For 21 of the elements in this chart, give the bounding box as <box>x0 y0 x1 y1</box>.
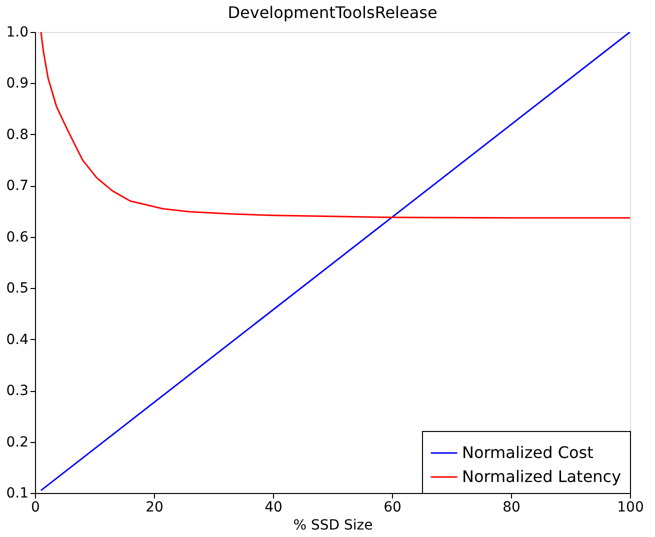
x-tick-label: 40 <box>264 500 282 516</box>
chart-title: DevelopmentToolsRelease <box>228 3 438 22</box>
y-tick-label: 1.0 <box>6 24 28 40</box>
x-tick-label: 20 <box>146 500 164 516</box>
y-tick-label: 0.6 <box>6 229 29 246</box>
legend-label: Normalized Latency <box>462 467 622 486</box>
line-series <box>40 32 630 219</box>
x-tick-label: 100 <box>617 500 644 516</box>
x-tick-label: 60 <box>384 500 402 516</box>
x-axis-title: % SSD Size <box>293 518 373 534</box>
legend-label: Normalized Cost <box>462 443 594 462</box>
y-tick-label: 0.1 <box>6 486 28 502</box>
y-tick-label: 0.2 <box>6 434 28 450</box>
y-tick-label: 0.4 <box>6 332 29 348</box>
y-tick-label: 0.3 <box>6 383 28 400</box>
y-tick-label: 0.9 <box>6 76 28 92</box>
y-tick-label: 0.5 <box>6 280 28 297</box>
x-tick-label: 80 <box>502 500 520 516</box>
y-tick-label: 0.7 <box>6 178 28 194</box>
y-tick-label: 0.8 <box>6 126 28 143</box>
x-tick-label: 0 <box>31 500 40 516</box>
